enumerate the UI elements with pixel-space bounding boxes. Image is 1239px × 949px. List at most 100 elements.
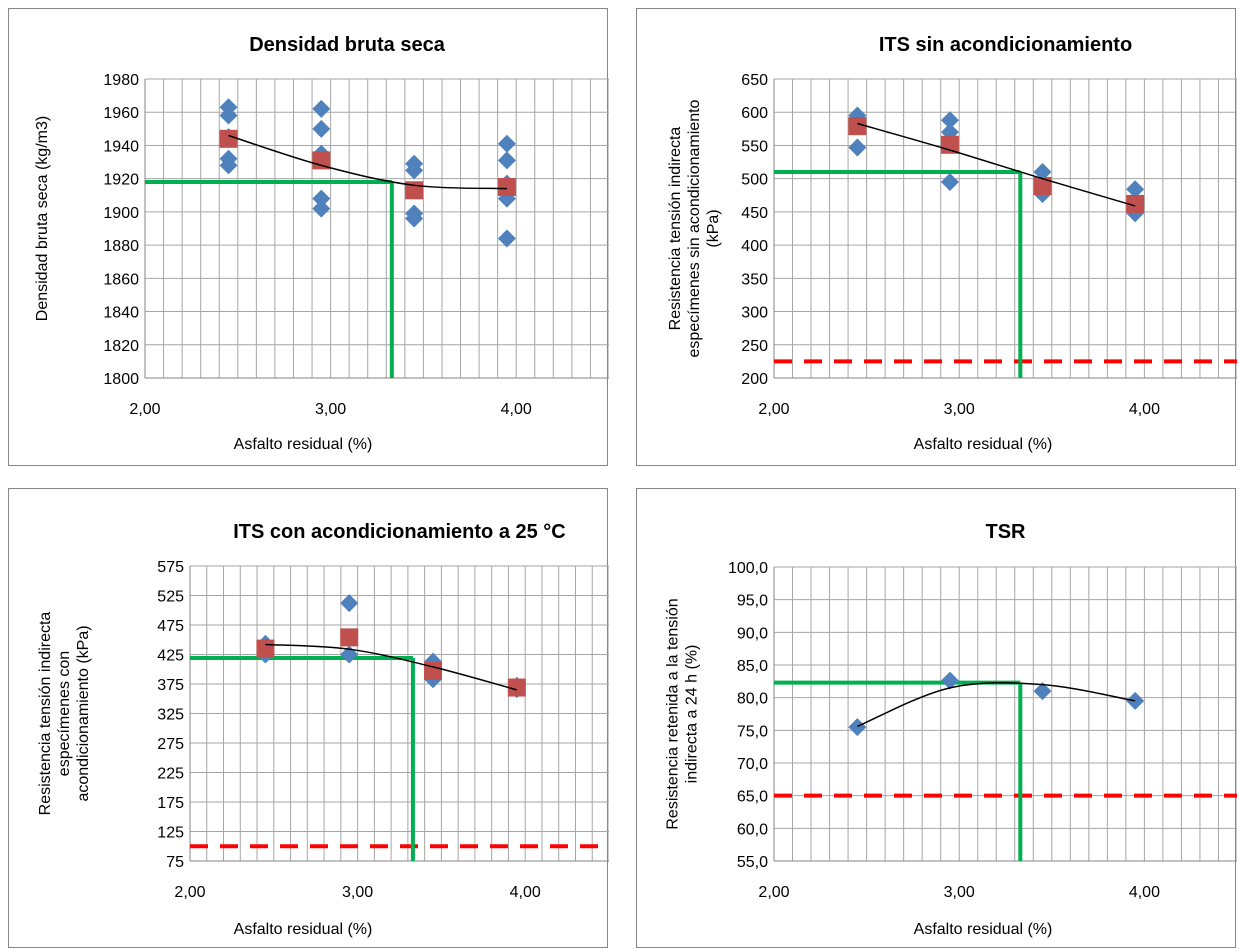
measured-point	[940, 172, 959, 191]
y-axis-label-line: Resistencia tensión indirecta	[667, 127, 684, 331]
chart-svg: TSR 55,0 60,0 65,0 70,0 75,0 80,0 85,0 90,0 95,0 1…	[665, 521, 1237, 938]
trend-line	[265, 643, 518, 691]
measured-point	[940, 111, 959, 130]
y-tick-label: 200	[741, 371, 768, 388]
y-tick-label: 1940	[103, 138, 139, 155]
x-tick-label: 2,00	[174, 884, 205, 901]
y-tick-label: 550	[741, 138, 768, 155]
x-axis-label: Asfalto residual (%)	[234, 436, 373, 453]
y-tick-label: 275	[157, 736, 184, 753]
average-point	[340, 628, 359, 647]
y-tick-label: 300	[741, 305, 768, 322]
y-tick-label: 75,0	[737, 723, 768, 740]
y-tick-label: 450	[741, 205, 768, 222]
measured-point	[1033, 682, 1052, 701]
average-point	[507, 678, 526, 697]
measured-point	[312, 99, 331, 118]
trend-line	[857, 122, 1136, 207]
y-axis-label-line: especímenes sin acondicionamiento	[686, 99, 703, 357]
y-tick-label: 1920	[103, 172, 139, 189]
measured-point	[1126, 691, 1145, 710]
measured-point	[1126, 180, 1145, 199]
y-tick-label: 525	[157, 589, 184, 606]
y-axis-label-line: especímenes con	[56, 651, 73, 776]
measured-point	[312, 189, 331, 208]
chart-title: ITS sin acondicionamiento	[879, 34, 1132, 56]
measured-point	[497, 151, 516, 170]
x-tick-label: 2,00	[129, 401, 160, 418]
y-tick-label: 100,0	[728, 560, 768, 577]
measured-point	[405, 161, 424, 180]
y-axis-label-line: acondicionamiento (kPa)	[75, 625, 92, 801]
y-tick-label: 75	[166, 854, 184, 871]
measured-point	[219, 106, 238, 125]
measured-point	[940, 671, 959, 690]
measured-point	[405, 209, 424, 228]
y-tick-label: 1900	[103, 205, 139, 222]
measured-point	[312, 119, 331, 138]
y-axis-label-line: Resistencia retenida a la tensión	[665, 598, 682, 829]
y-tick-label: 250	[741, 338, 768, 355]
y-tick-label: 125	[157, 825, 184, 842]
y-tick-label: 1860	[103, 271, 139, 288]
y-tick-label: 225	[157, 766, 184, 783]
y-tick-label: 60,0	[737, 821, 768, 838]
y-tick-label: 1800	[103, 371, 139, 388]
chart-panel-tsr: TSR 55,0 60,0 65,0 70,0 75,0 80,0 85,0 90,0 95,0 1…	[636, 488, 1237, 948]
y-tick-label: 500	[741, 172, 768, 189]
y-tick-label: 85,0	[737, 658, 768, 675]
x-axis-label: Asfalto residual (%)	[234, 921, 373, 938]
y-tick-label: 1880	[103, 238, 139, 255]
y-tick-label: 575	[157, 559, 184, 576]
x-tick-label: 3,00	[944, 884, 975, 901]
y-axis-label: Resistencia retenida a la tensión indirec…	[665, 598, 701, 829]
trend-line	[857, 682, 1136, 728]
y-axis-label-line: Resistencia tensión indirecta	[37, 612, 54, 816]
y-tick-label: 175	[157, 795, 184, 812]
measured-point	[497, 229, 516, 248]
y-axis-label: Resistencia tensión indirecta especímenes…	[37, 612, 92, 816]
y-axis-label-line: Densidad bruta seca (kg/m3)	[34, 116, 51, 321]
measured-point	[497, 134, 516, 153]
x-tick-label: 3,00	[944, 401, 975, 418]
average-point	[848, 117, 867, 136]
average-point	[256, 639, 275, 658]
average-point	[940, 135, 959, 154]
measured-point	[424, 652, 443, 671]
y-tick-label: 375	[157, 677, 184, 694]
y-axis-label: Resistencia tensión indirecta especímenes…	[667, 99, 722, 357]
y-tick-label: 1840	[103, 305, 139, 322]
y-tick-label: 475	[157, 618, 184, 635]
average-point	[1033, 176, 1052, 195]
y-tick-label: 325	[157, 707, 184, 724]
y-tick-label: 1960	[103, 105, 139, 122]
measured-point	[848, 138, 867, 157]
y-tick-label: 600	[741, 105, 768, 122]
y-tick-label: 95,0	[737, 593, 768, 610]
x-tick-label: 4,00	[510, 884, 541, 901]
x-axis-label: Asfalto residual (%)	[914, 436, 1053, 453]
measured-point	[340, 594, 359, 613]
y-tick-label: 650	[741, 72, 768, 89]
y-tick-label: 1980	[103, 72, 139, 89]
x-tick-label: 2,00	[758, 884, 789, 901]
x-tick-label: 2,00	[758, 401, 789, 418]
y-tick-label: 1820	[103, 338, 139, 355]
chart-title: ITS con acondicionamiento a 25 °C	[233, 521, 566, 543]
y-tick-label: 90,0	[737, 625, 768, 642]
y-tick-label: 65,0	[737, 789, 768, 806]
y-tick-label: 70,0	[737, 756, 768, 773]
chart-svg: Densidad bruta seca 1800 1820 1840 1860 1880 1…	[34, 34, 609, 453]
measured-point	[848, 718, 867, 737]
trend-line	[228, 134, 507, 190]
x-tick-label: 4,00	[1129, 401, 1160, 418]
y-tick-label: 350	[741, 271, 768, 288]
y-axis-label: Densidad bruta seca (kg/m3)	[34, 116, 51, 321]
y-tick-label: 80,0	[737, 691, 768, 708]
average-point	[1126, 194, 1145, 213]
average-point	[219, 129, 238, 148]
chart-title: TSR	[986, 521, 1027, 543]
y-tick-label: 400	[741, 238, 768, 255]
y-axis-label-line: (kPa)	[705, 209, 722, 247]
x-tick-label: 3,00	[342, 884, 373, 901]
